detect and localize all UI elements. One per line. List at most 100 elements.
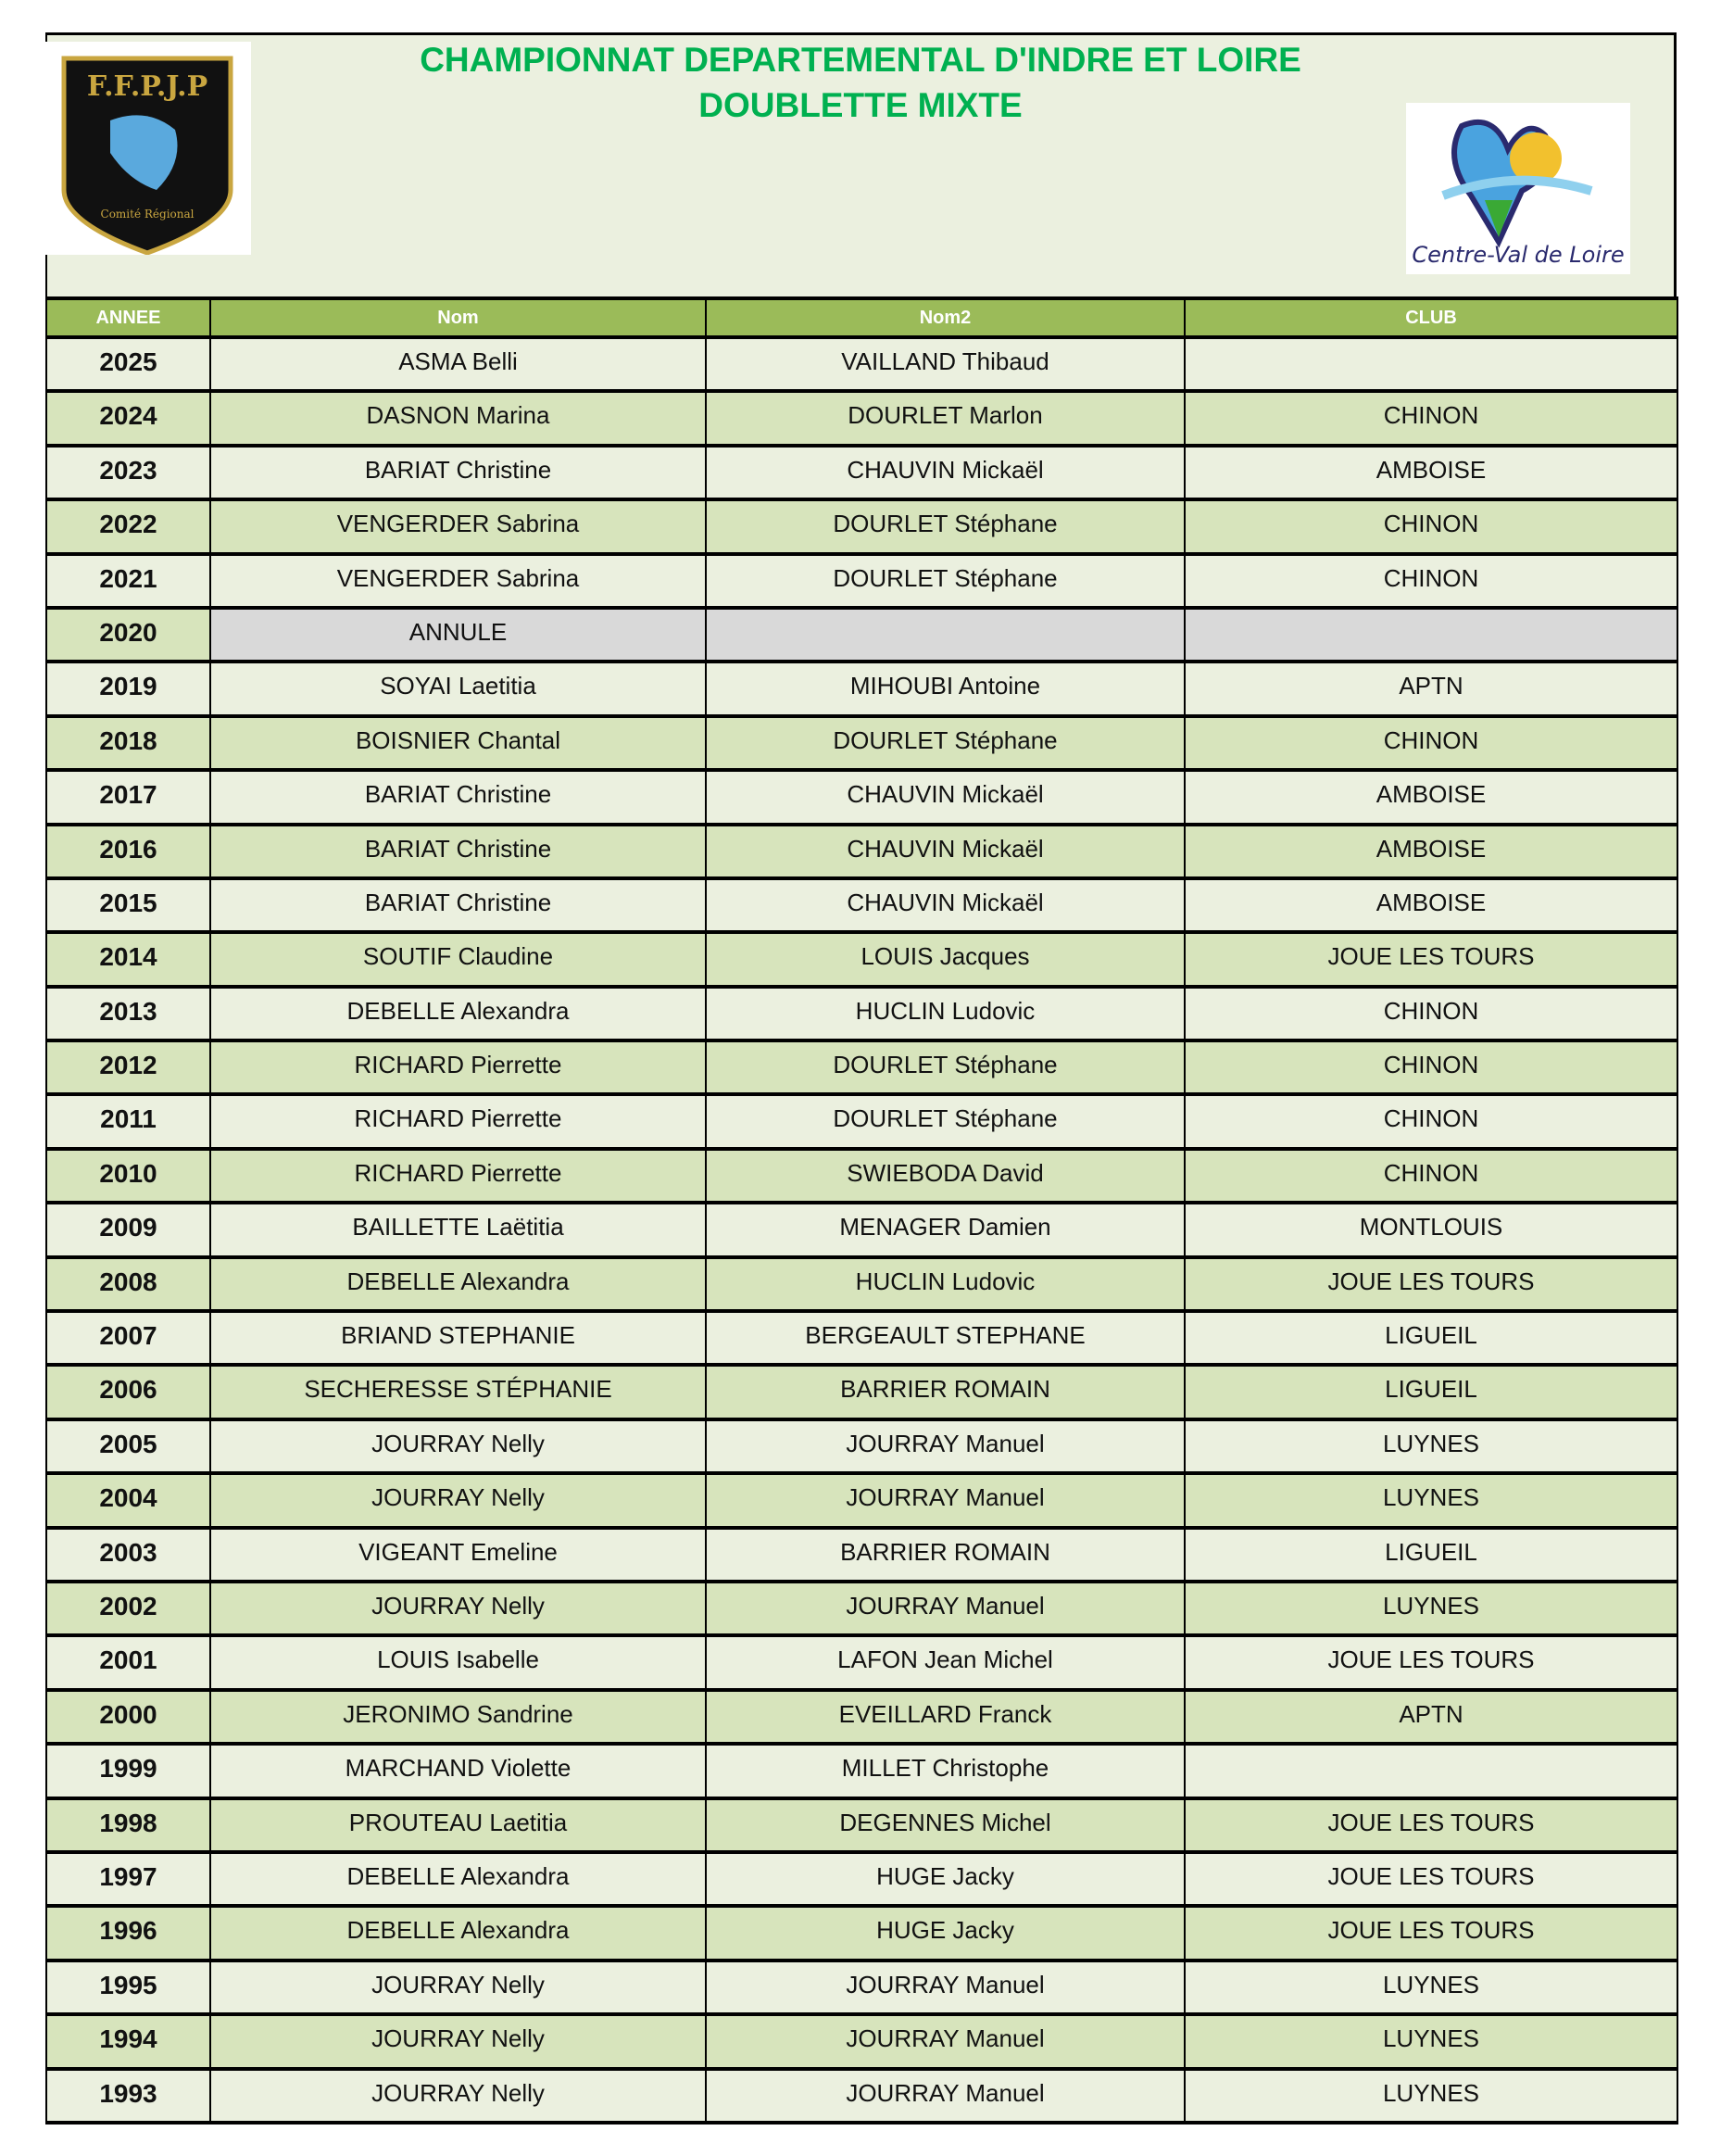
- club-cell: LUYNES: [1184, 1472, 1678, 1530]
- year-cell: 2024: [45, 390, 211, 448]
- club-cell: AMBOISE: [1184, 823, 1678, 880]
- table-row: 2004 JOURRAY Nelly JOURRAY Manuel LUYNES: [45, 1472, 1678, 1530]
- year-cell: 2011: [45, 1093, 211, 1151]
- nom-cell: JOURRAY Nelly: [209, 1472, 707, 1530]
- club-cell: LIGUEIL: [1184, 1526, 1678, 1583]
- nom2-cell: CHAUVIN Mickaël: [705, 444, 1186, 502]
- club-cell: APTN: [1184, 1688, 1678, 1746]
- year-cell: 2013: [45, 985, 211, 1043]
- club-cell: JOUE LES TOURS: [1184, 1850, 1678, 1909]
- nom-cell: BARIAT Christine: [209, 823, 707, 880]
- year-cell: 2019: [45, 661, 211, 718]
- nom2-cell: HUCLIN Ludovic: [705, 1255, 1186, 1314]
- table-row: 2016 BARIAT Christine CHAUVIN Mickaël AMBOI…: [45, 823, 1678, 880]
- club-cell: LIGUEIL: [1184, 1310, 1678, 1368]
- year-cell: 2001: [45, 1634, 211, 1692]
- svg-text:F.F.P.J.P: F.F.P.J.P: [87, 70, 207, 103]
- club-cell: AMBOISE: [1184, 444, 1678, 502]
- nom2-cell: DEGENNES Michel: [705, 1797, 1186, 1854]
- nom2-cell: HUGE Jacky: [705, 1850, 1186, 1909]
- svg-text:Centre-Val de Loire: Centre-Val de Loire: [1412, 242, 1624, 268]
- table-row: 2012 RICHARD Pierrette DOURLET Stéphane CHI…: [45, 1040, 1678, 1097]
- year-cell: 2016: [45, 823, 211, 880]
- nom2-cell: DOURLET Stéphane: [705, 552, 1186, 610]
- year-cell: 2006: [45, 1364, 211, 1421]
- table-row: 2006 SECHERESSE STÉPHANIE BARRIER ROMAIN LI…: [45, 1364, 1678, 1421]
- year-cell: 2018: [45, 714, 211, 773]
- table-row: 2008 DEBELLE Alexandra HUCLIN Ludovic JOUE …: [45, 1255, 1678, 1314]
- nom2-cell: [705, 606, 1186, 664]
- nom2-cell: JOURRAY Manuel: [705, 1580, 1186, 1638]
- table-row: 2021 VENGERDER Sabrina DOURLET Stéphane CHI…: [45, 552, 1678, 610]
- nom-cell: JOURRAY Nelly: [209, 1580, 707, 1638]
- club-cell: JOUE LES TOURS: [1184, 1255, 1678, 1314]
- table-row: 1995 JOURRAY Nelly JOURRAY Manuel LUYNES: [45, 1959, 1678, 2017]
- nom-cell: ANNULE: [209, 606, 707, 664]
- nom2-cell: MIHOUBI Antoine: [705, 661, 1186, 718]
- club-cell: MONTLOUIS: [1184, 1202, 1678, 1259]
- club-cell: CHINON: [1184, 552, 1678, 610]
- club-cell: CHINON: [1184, 1040, 1678, 1097]
- nom2-cell: BARRIER ROMAIN: [705, 1364, 1186, 1421]
- column-header-annee: ANNEE: [45, 296, 211, 339]
- club-cell: [1184, 606, 1678, 664]
- nom2-cell: MENAGER Damien: [705, 1202, 1186, 1259]
- nom-cell: JOURRAY Nelly: [209, 2067, 707, 2124]
- column-header-nom2: Nom2: [705, 296, 1186, 339]
- year-cell: 2021: [45, 552, 211, 610]
- champions-table: ANNEE Nom Nom2 CLUB 2025 ASMA Belli VAILLA…: [45, 296, 1678, 2124]
- table-row: 2013 DEBELLE Alexandra HUCLIN Ludovic CHINO…: [45, 985, 1678, 1043]
- table-row: 2005 JOURRAY Nelly JOURRAY Manuel LUYNES: [45, 1418, 1678, 1476]
- nom-cell: JOURRAY Nelly: [209, 2013, 707, 2071]
- year-cell: 1994: [45, 2013, 211, 2071]
- year-cell: 2010: [45, 1147, 211, 1205]
- nom2-cell: CHAUVIN Mickaël: [705, 769, 1186, 826]
- table-row: 2020 ANNULE: [45, 606, 1678, 664]
- nom-cell: RICHARD Pierrette: [209, 1040, 707, 1097]
- nom2-cell: CHAUVIN Mickaël: [705, 876, 1186, 935]
- year-cell: 2004: [45, 1472, 211, 1530]
- club-cell: [1184, 335, 1678, 394]
- nom2-cell: BARRIER ROMAIN: [705, 1526, 1186, 1583]
- nom-cell: LOUIS Isabelle: [209, 1634, 707, 1692]
- nom2-cell: JOURRAY Manuel: [705, 2067, 1186, 2124]
- table-header-row: ANNEE Nom Nom2 CLUB: [45, 296, 1678, 339]
- club-cell: LUYNES: [1184, 1418, 1678, 1476]
- page-title: CHAMPIONNAT DEPARTEMENTAL D'INDRE ET LOI…: [420, 41, 1301, 79]
- nom-cell: DEBELLE Alexandra: [209, 1255, 707, 1314]
- nom-cell: BARIAT Christine: [209, 444, 707, 502]
- table-row: 2015 BARIAT Christine CHAUVIN Mickaël AMBOI…: [45, 876, 1678, 935]
- table-row: 2007 BRIAND STEPHANIE BERGEAULT STEPHANE LI…: [45, 1310, 1678, 1368]
- year-cell: 2023: [45, 444, 211, 502]
- club-cell: CHINON: [1184, 985, 1678, 1043]
- club-cell: CHINON: [1184, 498, 1678, 556]
- club-cell: JOUE LES TOURS: [1184, 1797, 1678, 1854]
- year-cell: 1999: [45, 1743, 211, 1800]
- nom-cell: SOUTIF Claudine: [209, 931, 707, 989]
- year-cell: 1996: [45, 1905, 211, 1962]
- nom-cell: BRIAND STEPHANIE: [209, 1310, 707, 1368]
- table-row: 2025 ASMA Belli VAILLAND Thibaud: [45, 335, 1678, 394]
- club-cell: AMBOISE: [1184, 769, 1678, 826]
- nom-cell: RICHARD Pierrette: [209, 1147, 707, 1205]
- nom2-cell: VAILLAND Thibaud: [705, 335, 1186, 394]
- nom-cell: BAILLETTE Laëtitia: [209, 1202, 707, 1259]
- year-cell: 1997: [45, 1850, 211, 1909]
- year-cell: 2005: [45, 1418, 211, 1476]
- nom-cell: VENGERDER Sabrina: [209, 498, 707, 556]
- nom-cell: JOURRAY Nelly: [209, 1959, 707, 2017]
- year-cell: 2008: [45, 1255, 211, 1314]
- club-cell: JOUE LES TOURS: [1184, 1905, 1678, 1962]
- table-row: 2000 JERONIMO Sandrine EVEILLARD Franck APT…: [45, 1688, 1678, 1746]
- club-cell: CHINON: [1184, 714, 1678, 773]
- nom-cell: DEBELLE Alexandra: [209, 1850, 707, 1909]
- table-row: 2002 JOURRAY Nelly JOURRAY Manuel LUYNES: [45, 1580, 1678, 1638]
- year-cell: 2000: [45, 1688, 211, 1746]
- nom-cell: JOURRAY Nelly: [209, 1418, 707, 1476]
- nom-cell: BARIAT Christine: [209, 876, 707, 935]
- ffpjp-logo: F.F.P.J.P Comité Régional: [45, 42, 251, 256]
- club-cell: CHINON: [1184, 1147, 1678, 1205]
- nom2-cell: DOURLET Stéphane: [705, 714, 1186, 773]
- nom2-cell: LAFON Jean Michel: [705, 1634, 1186, 1692]
- table-row: 2017 BARIAT Christine CHAUVIN Mickaël AMBOI…: [45, 769, 1678, 826]
